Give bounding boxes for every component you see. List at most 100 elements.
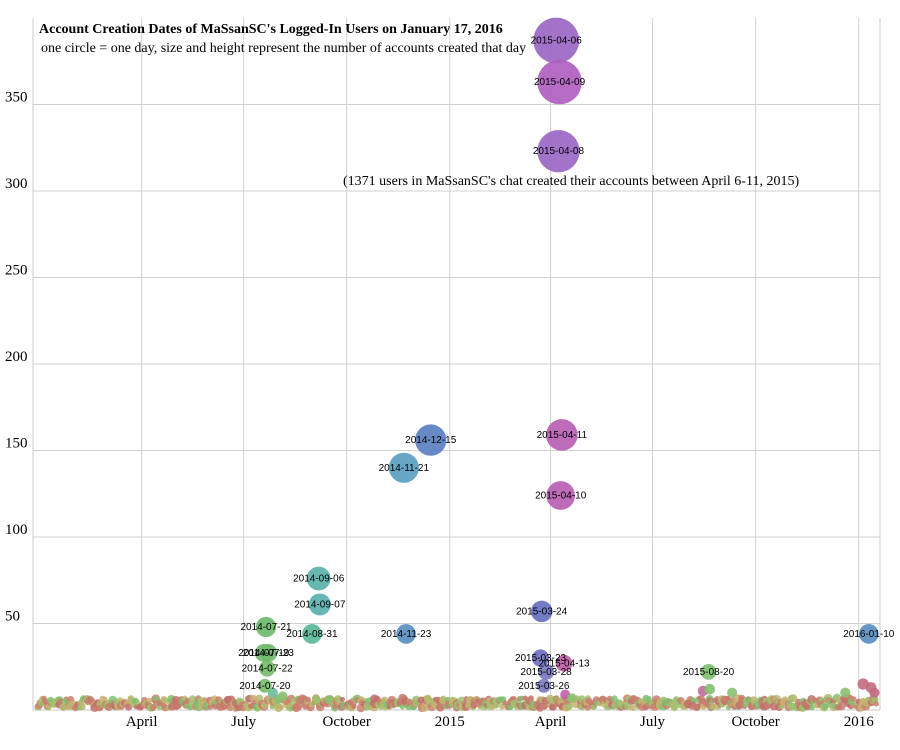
background-points xyxy=(34,678,880,713)
point-label: 2015-04-13 xyxy=(538,658,590,669)
data-point xyxy=(302,624,322,644)
data-point xyxy=(255,616,277,638)
daily-point xyxy=(809,704,815,711)
daily-point xyxy=(146,697,152,704)
daily-point xyxy=(818,697,825,703)
point-label: 2014-07-20 xyxy=(239,681,291,692)
daily-point xyxy=(704,683,716,695)
data-point xyxy=(259,643,278,662)
data-point xyxy=(531,649,550,667)
daily-point xyxy=(399,704,405,710)
point-label: 2014-11-23 xyxy=(381,629,432,640)
point-label: 2014-11-21 xyxy=(379,463,430,474)
point-label: 2015-04-06 xyxy=(531,35,583,46)
x-tick-label: April xyxy=(535,714,567,730)
y-tick-label: 50 xyxy=(5,609,20,625)
data-point xyxy=(546,481,576,510)
data-point xyxy=(536,678,551,693)
point-label: 2014-07-23 xyxy=(243,648,295,659)
daily-point xyxy=(837,701,846,711)
point-label: 2014-07-22 xyxy=(242,663,294,674)
chart-subtitle: one circle = one day, size and height re… xyxy=(41,41,527,56)
daily-point xyxy=(840,687,851,698)
daily-point xyxy=(873,701,880,707)
daily-point xyxy=(727,687,738,698)
data-point xyxy=(257,678,272,693)
point-label: 2015-03-26 xyxy=(518,681,570,692)
point-label: 2016-01-10 xyxy=(843,629,895,640)
point-label: 2015-04-08 xyxy=(533,146,585,157)
point-label: 2015-03-23 xyxy=(515,653,567,664)
daily-point xyxy=(789,694,798,703)
point-label: 2014-12-15 xyxy=(405,435,457,446)
title-block: Account Creation Dates of MaSsanSC's Log… xyxy=(39,22,526,57)
x-tick-label: October xyxy=(731,714,779,730)
data-point xyxy=(396,624,416,644)
daily-point xyxy=(78,703,86,711)
y-tick-label: 150 xyxy=(5,436,28,452)
daily-point xyxy=(566,703,573,710)
daily-point xyxy=(690,697,696,703)
daily-point xyxy=(693,703,701,711)
daily-point xyxy=(548,702,557,711)
data-point xyxy=(415,424,447,456)
annotation-text: (1371 users in MaSsanSC's chat created t… xyxy=(343,174,799,189)
x-tick-label: 2016 xyxy=(844,714,875,730)
daily-point xyxy=(339,696,345,702)
daily-point xyxy=(188,695,197,703)
point-label: 2015-03-28 xyxy=(521,667,573,678)
data-point xyxy=(306,566,331,591)
point-label: 2014-08-31 xyxy=(286,629,338,640)
point-label: 2015-04-11 xyxy=(537,430,588,441)
y-tick-label: 350 xyxy=(5,90,28,106)
point-label: 2014-09-06 xyxy=(293,574,345,585)
daily-point xyxy=(161,697,167,704)
daily-point xyxy=(567,693,577,703)
grid xyxy=(33,18,880,710)
daily-point xyxy=(278,704,284,710)
y-tick-label: 200 xyxy=(5,349,28,365)
point-label: 2015-04-09 xyxy=(534,77,586,88)
x-tick-label: July xyxy=(640,714,666,730)
data-point xyxy=(533,17,580,64)
x-tick-label: 2015 xyxy=(435,714,465,730)
data-point xyxy=(858,624,879,644)
y-tick-label: 300 xyxy=(5,176,28,192)
daily-point xyxy=(610,695,618,703)
daily-point xyxy=(869,687,880,698)
data-point xyxy=(537,130,580,173)
point-label: 2015-04-10 xyxy=(535,490,587,501)
daily-point xyxy=(293,702,303,711)
point-label: 2015-03-24 xyxy=(516,606,568,617)
point-label: 2014-07-19 xyxy=(238,648,290,659)
daily-point xyxy=(278,691,288,701)
daily-point xyxy=(821,703,828,710)
labeled-points xyxy=(254,17,879,693)
point-label: 2014-07-21 xyxy=(240,622,292,633)
data-point xyxy=(537,59,582,105)
daily-point xyxy=(305,696,311,703)
x-tick-label: April xyxy=(126,714,158,730)
daily-point xyxy=(540,702,548,710)
point-label: 2014-09-07 xyxy=(294,599,346,610)
data-point xyxy=(538,664,555,680)
x-tick-label: July xyxy=(231,714,257,730)
point-labels: 2015-04-06 2015-04-09 2015-04-08 2015-04-11… xyxy=(238,35,895,691)
data-point xyxy=(700,664,717,680)
daily-point xyxy=(373,695,381,703)
point-label: 2015-08-20 xyxy=(683,667,735,678)
daily-point xyxy=(324,695,334,705)
data-point xyxy=(530,600,553,623)
daily-point xyxy=(528,695,534,702)
data-point xyxy=(259,660,276,677)
data-point xyxy=(555,654,573,672)
daily-point xyxy=(437,702,446,711)
daily-point xyxy=(351,703,357,710)
data-point xyxy=(308,593,331,616)
x-tick-label: October xyxy=(323,714,371,730)
data-point xyxy=(388,452,419,483)
y-tick-label: 250 xyxy=(5,263,28,279)
daily-point xyxy=(629,704,636,711)
daily-point xyxy=(671,704,678,712)
